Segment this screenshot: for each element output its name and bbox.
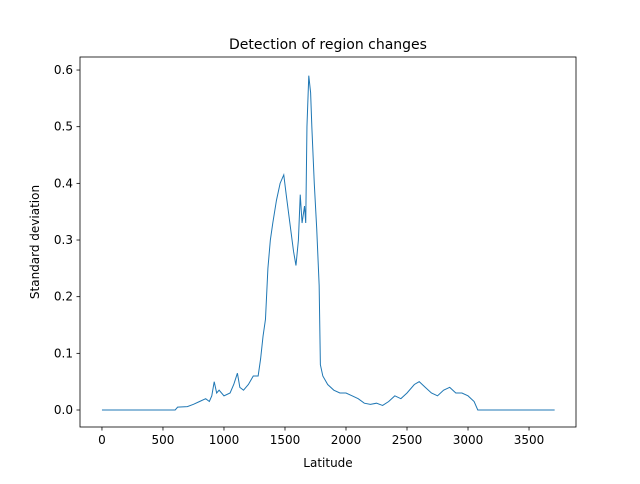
y-tick-label: 0.3 xyxy=(54,233,73,247)
x-tick-label: 3500 xyxy=(514,433,545,447)
x-tick-label: 2000 xyxy=(331,433,362,447)
x-tick-label: 3000 xyxy=(453,433,484,447)
y-tick-label: 0.2 xyxy=(54,290,73,304)
y-tick-label: 0.0 xyxy=(54,403,73,417)
x-tick-label: 500 xyxy=(152,433,175,447)
y-tick-label: 0.1 xyxy=(54,346,73,360)
chart-title: Detection of region changes xyxy=(229,37,427,53)
x-axis-label: Latitude xyxy=(303,456,352,470)
x-tick-label: 0 xyxy=(98,433,106,447)
y-tick-label: 0.6 xyxy=(54,63,73,77)
axes-frame xyxy=(79,56,577,428)
data-line xyxy=(101,75,555,411)
y-tick-label: 0.5 xyxy=(54,120,73,134)
x-tick-label: 1500 xyxy=(270,433,301,447)
x-tick-label: 2500 xyxy=(392,433,423,447)
x-tick-label: 1000 xyxy=(209,433,240,447)
y-tick-label: 0.4 xyxy=(54,176,73,190)
y-axis-label: Standard deviation xyxy=(28,185,42,299)
